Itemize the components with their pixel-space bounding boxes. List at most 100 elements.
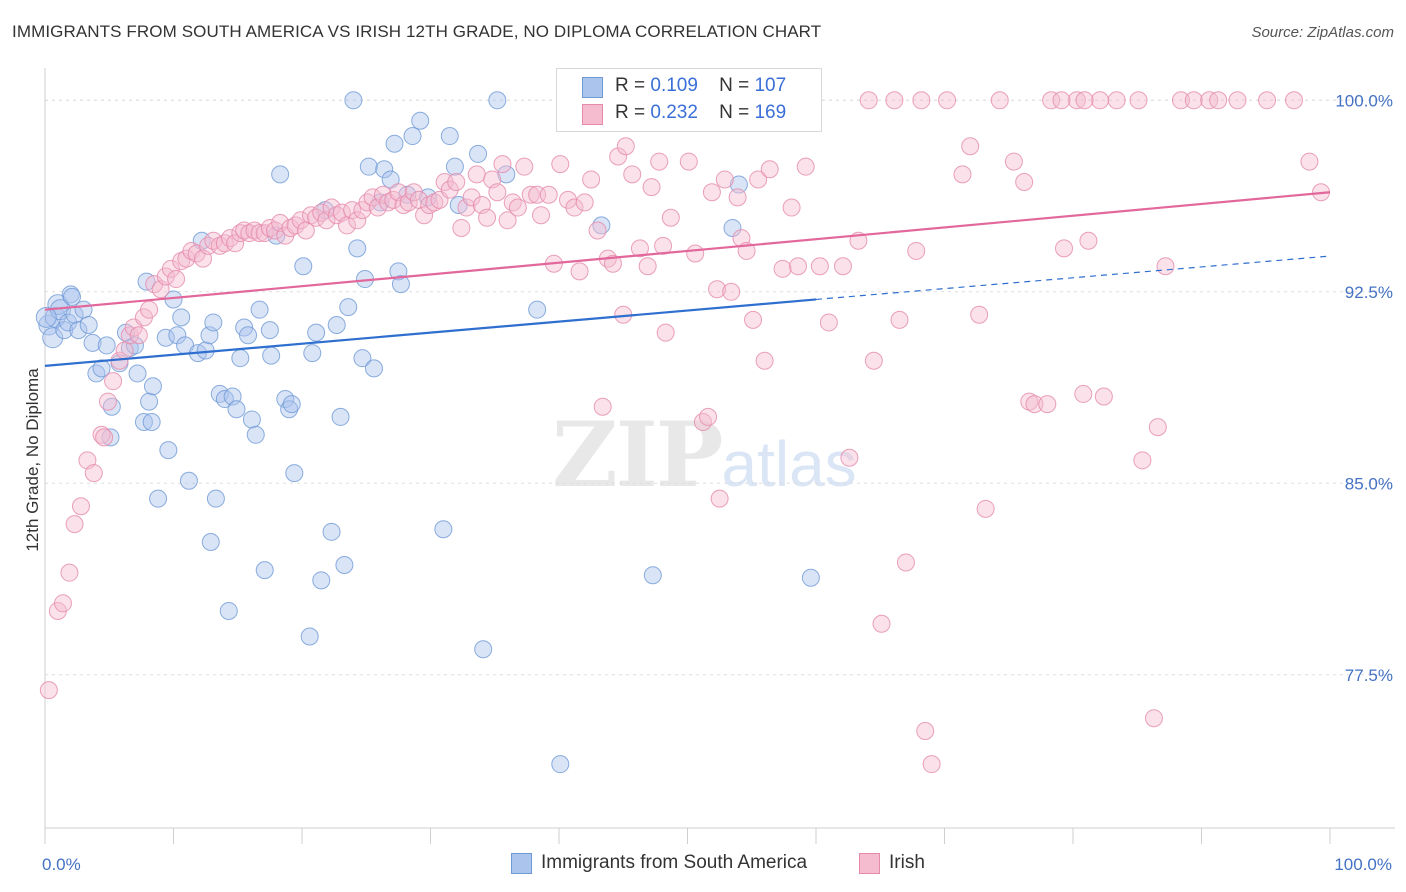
point-south-america (285, 464, 304, 483)
point-irish (53, 594, 72, 613)
point-irish (1184, 91, 1203, 110)
point-irish (140, 300, 159, 319)
point-irish (98, 392, 117, 411)
point-irish (221, 229, 240, 248)
point-south-america (434, 520, 453, 539)
point-irish (916, 721, 935, 740)
point-irish (399, 193, 418, 212)
point-south-america (335, 556, 354, 575)
axes (44, 68, 1395, 844)
trendline-irish (44, 191, 1331, 311)
legend-text-irish: R = 0.232 N = 169 (615, 102, 786, 124)
point-south-america (271, 165, 290, 184)
point-south-america (231, 349, 250, 368)
point-south-america (280, 400, 299, 419)
point-irish (104, 372, 123, 391)
point-south-america (120, 338, 139, 357)
point-irish (961, 137, 980, 156)
point-irish (493, 155, 512, 174)
point-south-america (69, 321, 88, 340)
point-south-america (729, 175, 748, 194)
legend-r-label: R = (615, 75, 646, 96)
point-irish (912, 91, 931, 110)
bottom-legend-swatch-irish (859, 853, 880, 874)
point-irish (650, 152, 669, 171)
point-irish (95, 428, 114, 447)
point-south-america (143, 377, 162, 396)
series-south-america (35, 91, 820, 774)
point-south-america (528, 300, 547, 319)
point-south-america (87, 364, 106, 383)
point-irish (708, 280, 727, 299)
point-irish (245, 221, 264, 240)
chart-title: IMMIGRANTS FROM SOUTH AMERICA VS IRISH 1… (12, 22, 822, 41)
legend-n-label: N = (719, 75, 750, 96)
point-south-america (246, 425, 265, 444)
point-irish (1004, 152, 1023, 171)
point-irish (1107, 91, 1126, 110)
point-south-america (262, 346, 281, 365)
point-irish (1133, 451, 1152, 470)
point-irish (699, 407, 718, 426)
point-irish (532, 206, 551, 225)
point-irish (570, 262, 589, 281)
point-south-america (142, 413, 161, 432)
point-irish (1156, 257, 1175, 276)
point-south-america (307, 323, 326, 342)
point-south-america (312, 571, 331, 590)
point-irish (260, 218, 279, 237)
point-irish (521, 185, 540, 204)
point-south-america (488, 91, 507, 110)
x-tick-label-max: 100.0% (1334, 855, 1392, 874)
point-south-america (551, 755, 570, 774)
point-irish (1075, 91, 1094, 110)
point-irish (215, 234, 234, 253)
point-irish (1038, 395, 1057, 414)
point-south-america (260, 321, 279, 340)
point-irish (656, 323, 675, 342)
point-irish (715, 170, 734, 189)
point-south-america (403, 127, 422, 146)
point-south-america (242, 410, 261, 429)
point-irish (938, 91, 957, 110)
point-south-america (375, 160, 394, 179)
point-irish (129, 326, 148, 345)
y-tick-label: 77.5% (1345, 666, 1393, 685)
point-south-america (411, 111, 430, 130)
point-south-america (59, 313, 78, 332)
point-irish (1015, 173, 1034, 192)
point-south-america (125, 336, 144, 355)
point-south-america (62, 287, 81, 306)
point-south-america (344, 91, 363, 110)
point-south-america (179, 471, 198, 490)
point-irish (167, 270, 186, 289)
y-axis-title: 12th Grade, No Diploma (23, 368, 42, 552)
point-south-america (35, 306, 57, 328)
point-irish (425, 193, 444, 212)
point-irish (515, 157, 534, 176)
bottom-legend-swatch-south-america (511, 853, 532, 874)
point-irish (71, 497, 90, 516)
bottom-legend-label: Irish (889, 852, 925, 873)
point-irish (654, 236, 673, 255)
point-irish (286, 216, 305, 235)
watermark-atlas: atlas (721, 428, 857, 500)
point-south-america (300, 627, 319, 646)
point-south-america (364, 359, 383, 378)
point-irish (1094, 387, 1113, 406)
point-irish (467, 165, 486, 184)
point-irish (250, 224, 269, 243)
point-irish (39, 681, 58, 700)
point-irish (235, 221, 254, 240)
point-irish (1258, 91, 1277, 110)
point-south-america (201, 533, 220, 552)
point-irish (789, 257, 808, 276)
point-irish (478, 208, 497, 227)
point-irish (630, 239, 649, 258)
point-irish (970, 305, 989, 324)
trend-lines (44, 191, 1331, 367)
point-irish (462, 188, 481, 207)
point-irish (922, 755, 941, 774)
point-south-america (497, 165, 516, 184)
